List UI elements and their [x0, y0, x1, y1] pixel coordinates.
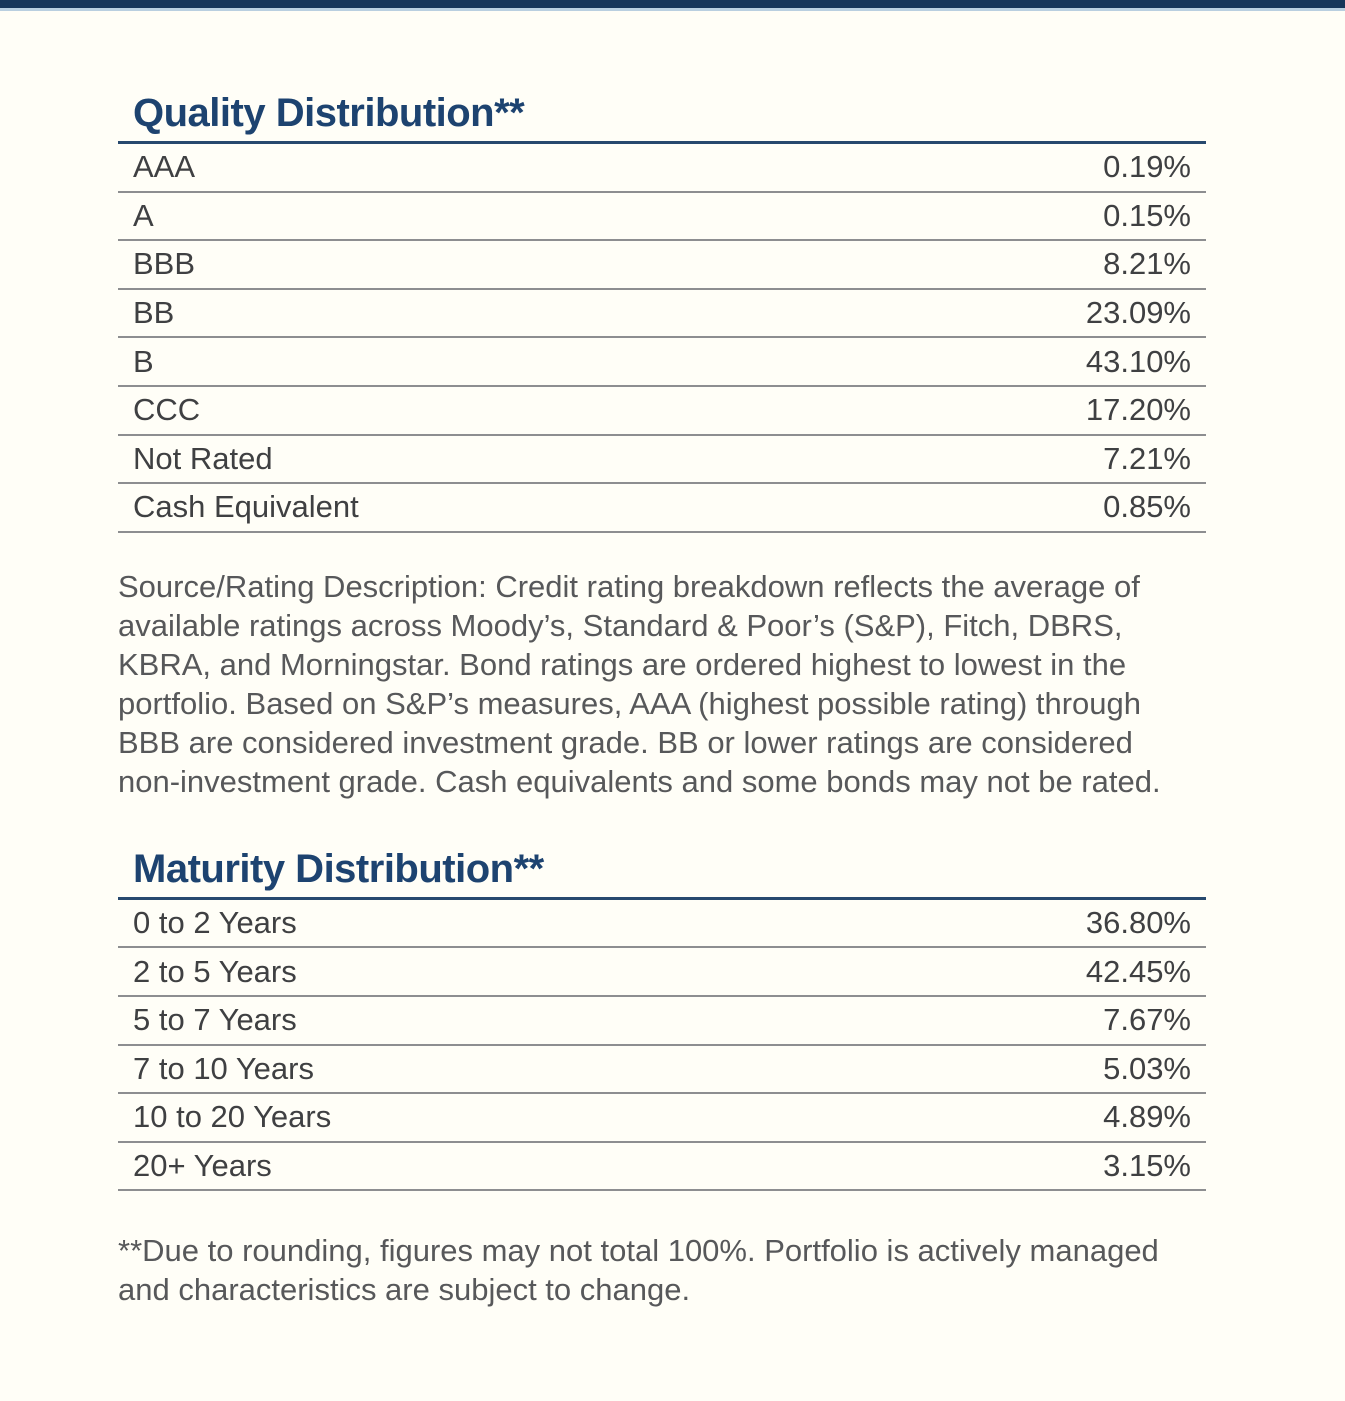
row-label: 20+ Years [133, 1148, 272, 1184]
row-label: 7 to 10 Years [133, 1050, 314, 1086]
row-value: 7.21% [1103, 440, 1191, 476]
row-label: AAA [133, 149, 196, 185]
rounding-footnote: **Due to rounding, figures may not total… [118, 1233, 1159, 1308]
row-label: Cash Equivalent [133, 489, 359, 525]
source-rating-description: Source/Rating Description: Credit rating… [118, 568, 1161, 799]
table-row: 0 to 2 Years 36.80% [118, 900, 1206, 949]
row-value: 4.89% [1103, 1099, 1191, 1135]
table-row: 5 to 7 Years 7.67% [118, 997, 1206, 1046]
row-label: BBB [133, 246, 196, 282]
table-row: 7 to 10 Years 5.03% [118, 1046, 1206, 1095]
row-label: BB [133, 295, 175, 331]
row-value: 43.10% [1085, 343, 1191, 379]
top-accent-bar [0, 0, 1345, 11]
table-row: Not Rated 7.21% [118, 436, 1206, 485]
row-value: 42.45% [1085, 953, 1191, 989]
row-value: 0.15% [1103, 197, 1191, 233]
table-row: 10 to 20 Years 4.89% [118, 1094, 1206, 1143]
row-label: 2 to 5 Years [133, 953, 297, 989]
table-row: BB 23.09% [118, 290, 1206, 339]
maturity-distribution-section: Maturity Distribution** 0 to 2 Years 36.… [118, 847, 1206, 1192]
row-label: 0 to 2 Years [133, 905, 297, 941]
row-value: 17.20% [1085, 392, 1191, 428]
table-row: 20+ Years 3.15% [118, 1143, 1206, 1192]
row-value: 0.19% [1103, 149, 1191, 185]
row-label: 10 to 20 Years [133, 1099, 332, 1135]
row-value: 8.21% [1103, 246, 1191, 282]
row-label: A [133, 197, 154, 233]
row-label: CCC [133, 392, 201, 428]
maturity-distribution-title: Maturity Distribution** [118, 847, 1206, 900]
maturity-distribution-table: 0 to 2 Years 36.80% 2 to 5 Years 42.45% … [118, 900, 1206, 1192]
table-row: B 43.10% [118, 338, 1206, 387]
page-content: Quality Distribution** AAA 0.19% A 0.15%… [118, 91, 1206, 1309]
row-value: 7.67% [1103, 1002, 1191, 1038]
row-value: 0.85% [1103, 489, 1191, 525]
row-label: B [133, 343, 154, 379]
row-value: 23.09% [1085, 295, 1191, 331]
row-label: Not Rated [133, 440, 273, 476]
table-row: CCC 17.20% [118, 387, 1206, 436]
table-row: 2 to 5 Years 42.45% [118, 948, 1206, 997]
quality-distribution-table: AAA 0.19% A 0.15% BBB 8.21% BB 23.09% B … [118, 144, 1206, 533]
quality-distribution-section: Quality Distribution** AAA 0.19% A 0.15%… [118, 91, 1206, 801]
row-value: 36.80% [1085, 905, 1191, 941]
row-value: 5.03% [1103, 1050, 1191, 1086]
quality-distribution-title: Quality Distribution** [118, 91, 1206, 144]
table-row: Cash Equivalent 0.85% [118, 484, 1206, 533]
table-row: AAA 0.19% [118, 144, 1206, 193]
row-value: 3.15% [1103, 1148, 1191, 1184]
table-row: BBB 8.21% [118, 241, 1206, 290]
row-label: 5 to 7 Years [133, 1002, 297, 1038]
table-row: A 0.15% [118, 193, 1206, 242]
